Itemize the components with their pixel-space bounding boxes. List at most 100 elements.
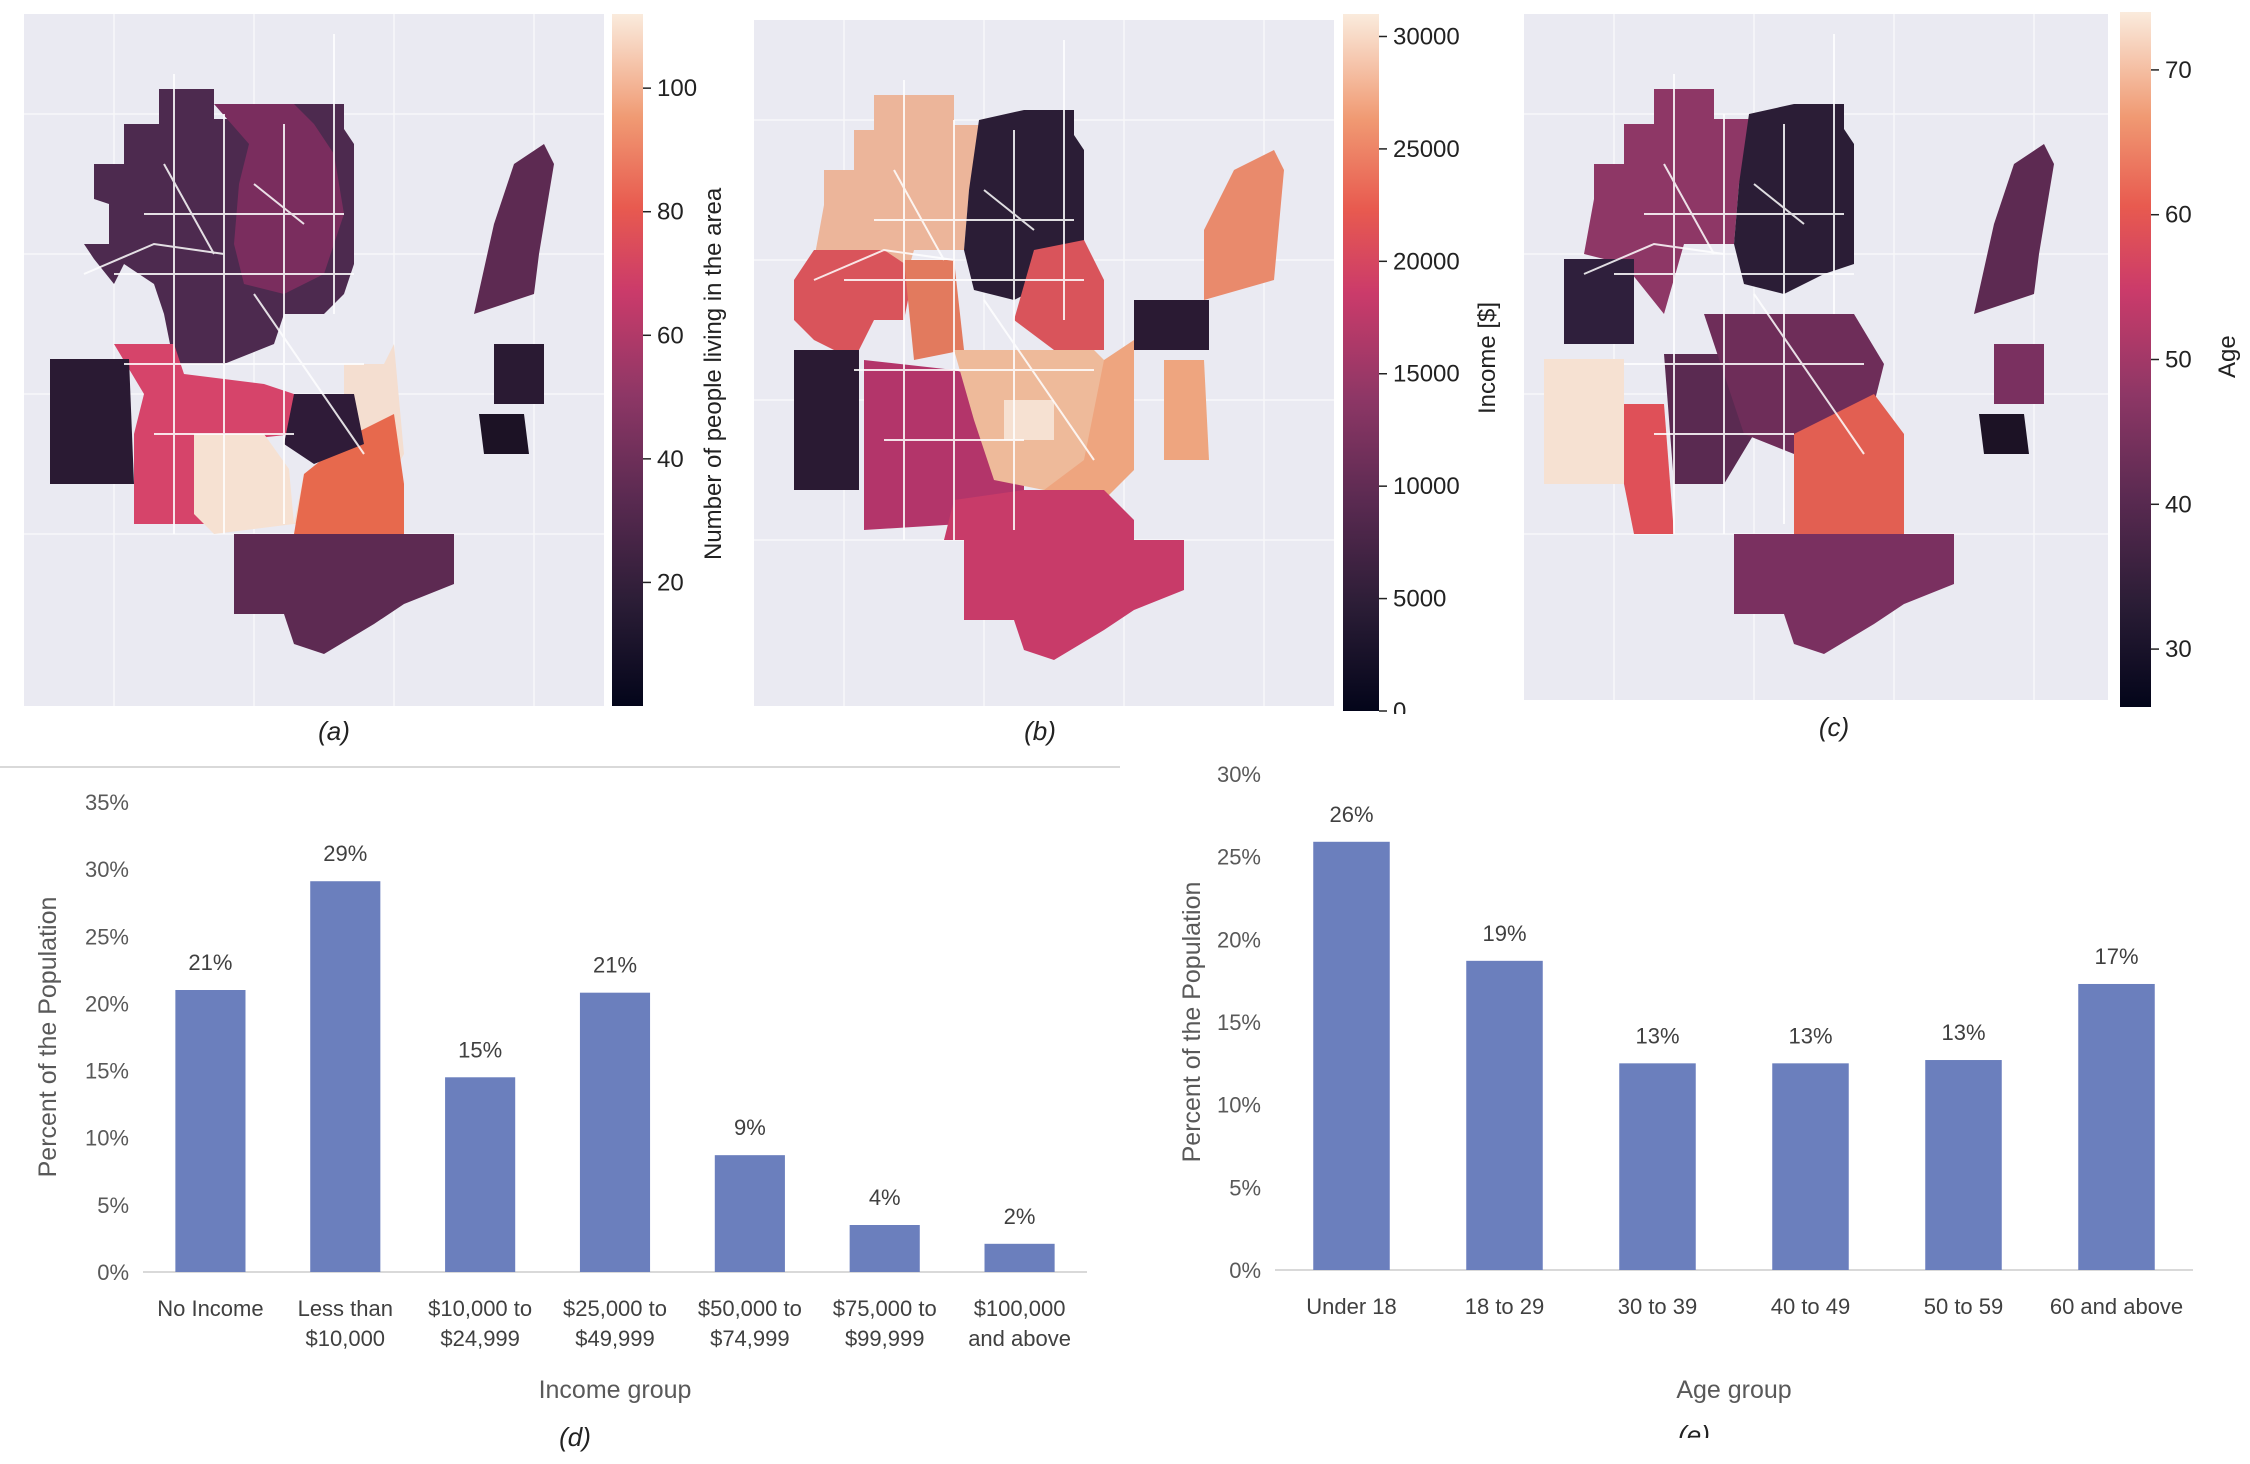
- colorbar-tick-label: 15000: [1393, 361, 1460, 388]
- category-label: $74,999: [710, 1326, 790, 1351]
- map-panel-b: (b): [754, 20, 1334, 746]
- colorbar-gradient: [1343, 14, 1379, 711]
- bar: [984, 1243, 1055, 1272]
- y-tick-label: 20%: [85, 991, 129, 1016]
- bar: [175, 990, 246, 1272]
- bar-value-label: 21%: [593, 953, 637, 978]
- y-tick-label: 35%: [85, 790, 129, 815]
- y-tick-label: 30%: [1217, 762, 1261, 787]
- colorbar-tick-label: 60: [657, 322, 684, 349]
- category-label: $25,000 to: [563, 1296, 667, 1321]
- colorbar-label: Number of people living in the area: [700, 187, 727, 560]
- colorbar-tick-label: 30000: [1393, 23, 1460, 50]
- y-tick-label: 0%: [1229, 1258, 1261, 1283]
- colorbar-label: Age: [2214, 335, 2241, 378]
- y-tick-label: 10%: [1217, 1093, 1261, 1118]
- y-tick-label: 30%: [85, 857, 129, 882]
- bar-value-label: 13%: [1635, 1023, 1679, 1048]
- category-label: $50,000 to: [698, 1296, 802, 1321]
- category-label: $75,000 to: [833, 1296, 937, 1321]
- bar: [310, 881, 381, 1272]
- y-axis-title: Percent of the Population: [34, 897, 62, 1178]
- category-label: $10,000: [306, 1326, 386, 1351]
- x-axis-title: Income group: [539, 1376, 692, 1404]
- colorbar-tick-label: 25000: [1393, 136, 1460, 163]
- colorbar-a: 100 80 60 40 20: [612, 14, 697, 706]
- bar: [579, 992, 651, 1272]
- bar: [1466, 960, 1543, 1270]
- colorbar-tick-label: 60: [2165, 202, 2192, 229]
- colorbar-label: Income [$]: [1474, 301, 1501, 414]
- bar-value-label: 17%: [2094, 944, 2138, 969]
- y-tick-label: 15%: [85, 1059, 129, 1084]
- colorbar-tick-label: 70: [2165, 57, 2192, 84]
- category-label: 60 and above: [2050, 1294, 2183, 1319]
- category-label: 40 to 49: [1771, 1294, 1851, 1319]
- bar: [1313, 841, 1390, 1270]
- bar-chart-age: 0% 5% 10% 15% 20% 25% 30% 26% Under 18 19% 18 to 2…: [1178, 762, 2193, 1438]
- category-label: Less than: [298, 1296, 393, 1321]
- bar-value-label: 13%: [1788, 1023, 1832, 1048]
- bar: [1925, 1060, 2002, 1270]
- bar-value-label: 29%: [323, 841, 367, 866]
- colorbar-tick-label: 40: [2165, 491, 2192, 518]
- category-label: 18 to 29: [1465, 1294, 1545, 1319]
- y-axis-title: Percent of the Population: [1178, 882, 1206, 1163]
- map-panel-a: (a): [24, 14, 604, 746]
- category-label: No Income: [157, 1296, 263, 1321]
- bar: [849, 1225, 920, 1272]
- y-tick-label: 5%: [1229, 1175, 1261, 1200]
- bar-value-label: 9%: [734, 1115, 766, 1140]
- map-population: [24, 14, 604, 706]
- bar-value-label: 2%: [1004, 1204, 1036, 1229]
- bar: [1619, 1063, 1696, 1270]
- category-label: $99,999: [845, 1326, 925, 1351]
- colorbar-tick-label: 10000: [1393, 473, 1460, 500]
- category-label: Under 18: [1306, 1294, 1397, 1319]
- colorbar-tick-label: 5000: [1393, 586, 1446, 613]
- y-tick-label: 5%: [97, 1193, 129, 1218]
- colorbar-gradient: [612, 14, 643, 706]
- y-tick-label: 20%: [1217, 927, 1261, 952]
- y-tick-label: 0%: [97, 1260, 129, 1285]
- bar: [2078, 983, 2155, 1270]
- y-tick-label: 25%: [85, 924, 129, 949]
- category-label: 50 to 59: [1924, 1294, 2004, 1319]
- map-age: [1524, 14, 2108, 700]
- bar-chart-income: 0% 5% 10% 15% 20% 25% 30% 35% 21% No Income 29% Les…: [34, 790, 1087, 1452]
- map-caption: (b): [1024, 716, 1056, 746]
- colorbar-b: 30000 25000 20000 15000 10000 5000 0: [1343, 14, 1460, 714]
- colorbar-tick-label: 20: [657, 569, 684, 596]
- category-label: $100,000: [974, 1296, 1066, 1321]
- category-label: $24,999: [440, 1326, 520, 1351]
- colorbar-tick-label: 50: [2165, 347, 2192, 374]
- y-tick-label: 10%: [85, 1126, 129, 1151]
- colorbar-tick-label: 30: [2165, 636, 2192, 663]
- colorbar-c: 70 60 50 40 30: [2120, 12, 2192, 707]
- map-income: [754, 20, 1334, 706]
- bar-value-label: 13%: [1941, 1020, 1985, 1045]
- y-tick-label: 15%: [1217, 1010, 1261, 1035]
- bar-value-label: 19%: [1482, 921, 1526, 946]
- bar-value-label: 21%: [188, 950, 232, 975]
- category-label: $49,999: [575, 1326, 655, 1351]
- colorbar-gradient: [2120, 12, 2151, 707]
- category-label: and above: [968, 1326, 1071, 1351]
- chart-caption: (d): [559, 1422, 591, 1452]
- bar: [445, 1077, 516, 1272]
- x-axis-title: Age group: [1676, 1376, 1791, 1404]
- y-tick-label: 25%: [1217, 845, 1261, 870]
- map-caption: (c): [1818, 712, 1850, 742]
- bar-value-label: 15%: [458, 1037, 502, 1062]
- colorbar-tick-label: 40: [657, 446, 684, 473]
- colorbar-tick-label: 80: [657, 199, 684, 226]
- bar: [1772, 1063, 1849, 1270]
- bar-value-label: 4%: [869, 1185, 901, 1210]
- section-divider: [0, 766, 1120, 768]
- bar: [714, 1155, 785, 1272]
- category-label: $10,000 to: [428, 1296, 532, 1321]
- map-caption: (a): [318, 716, 350, 746]
- chart-caption: (e): [1678, 1420, 1710, 1438]
- colorbar-tick-label: 100: [657, 75, 697, 102]
- category-label: 30 to 39: [1618, 1294, 1698, 1319]
